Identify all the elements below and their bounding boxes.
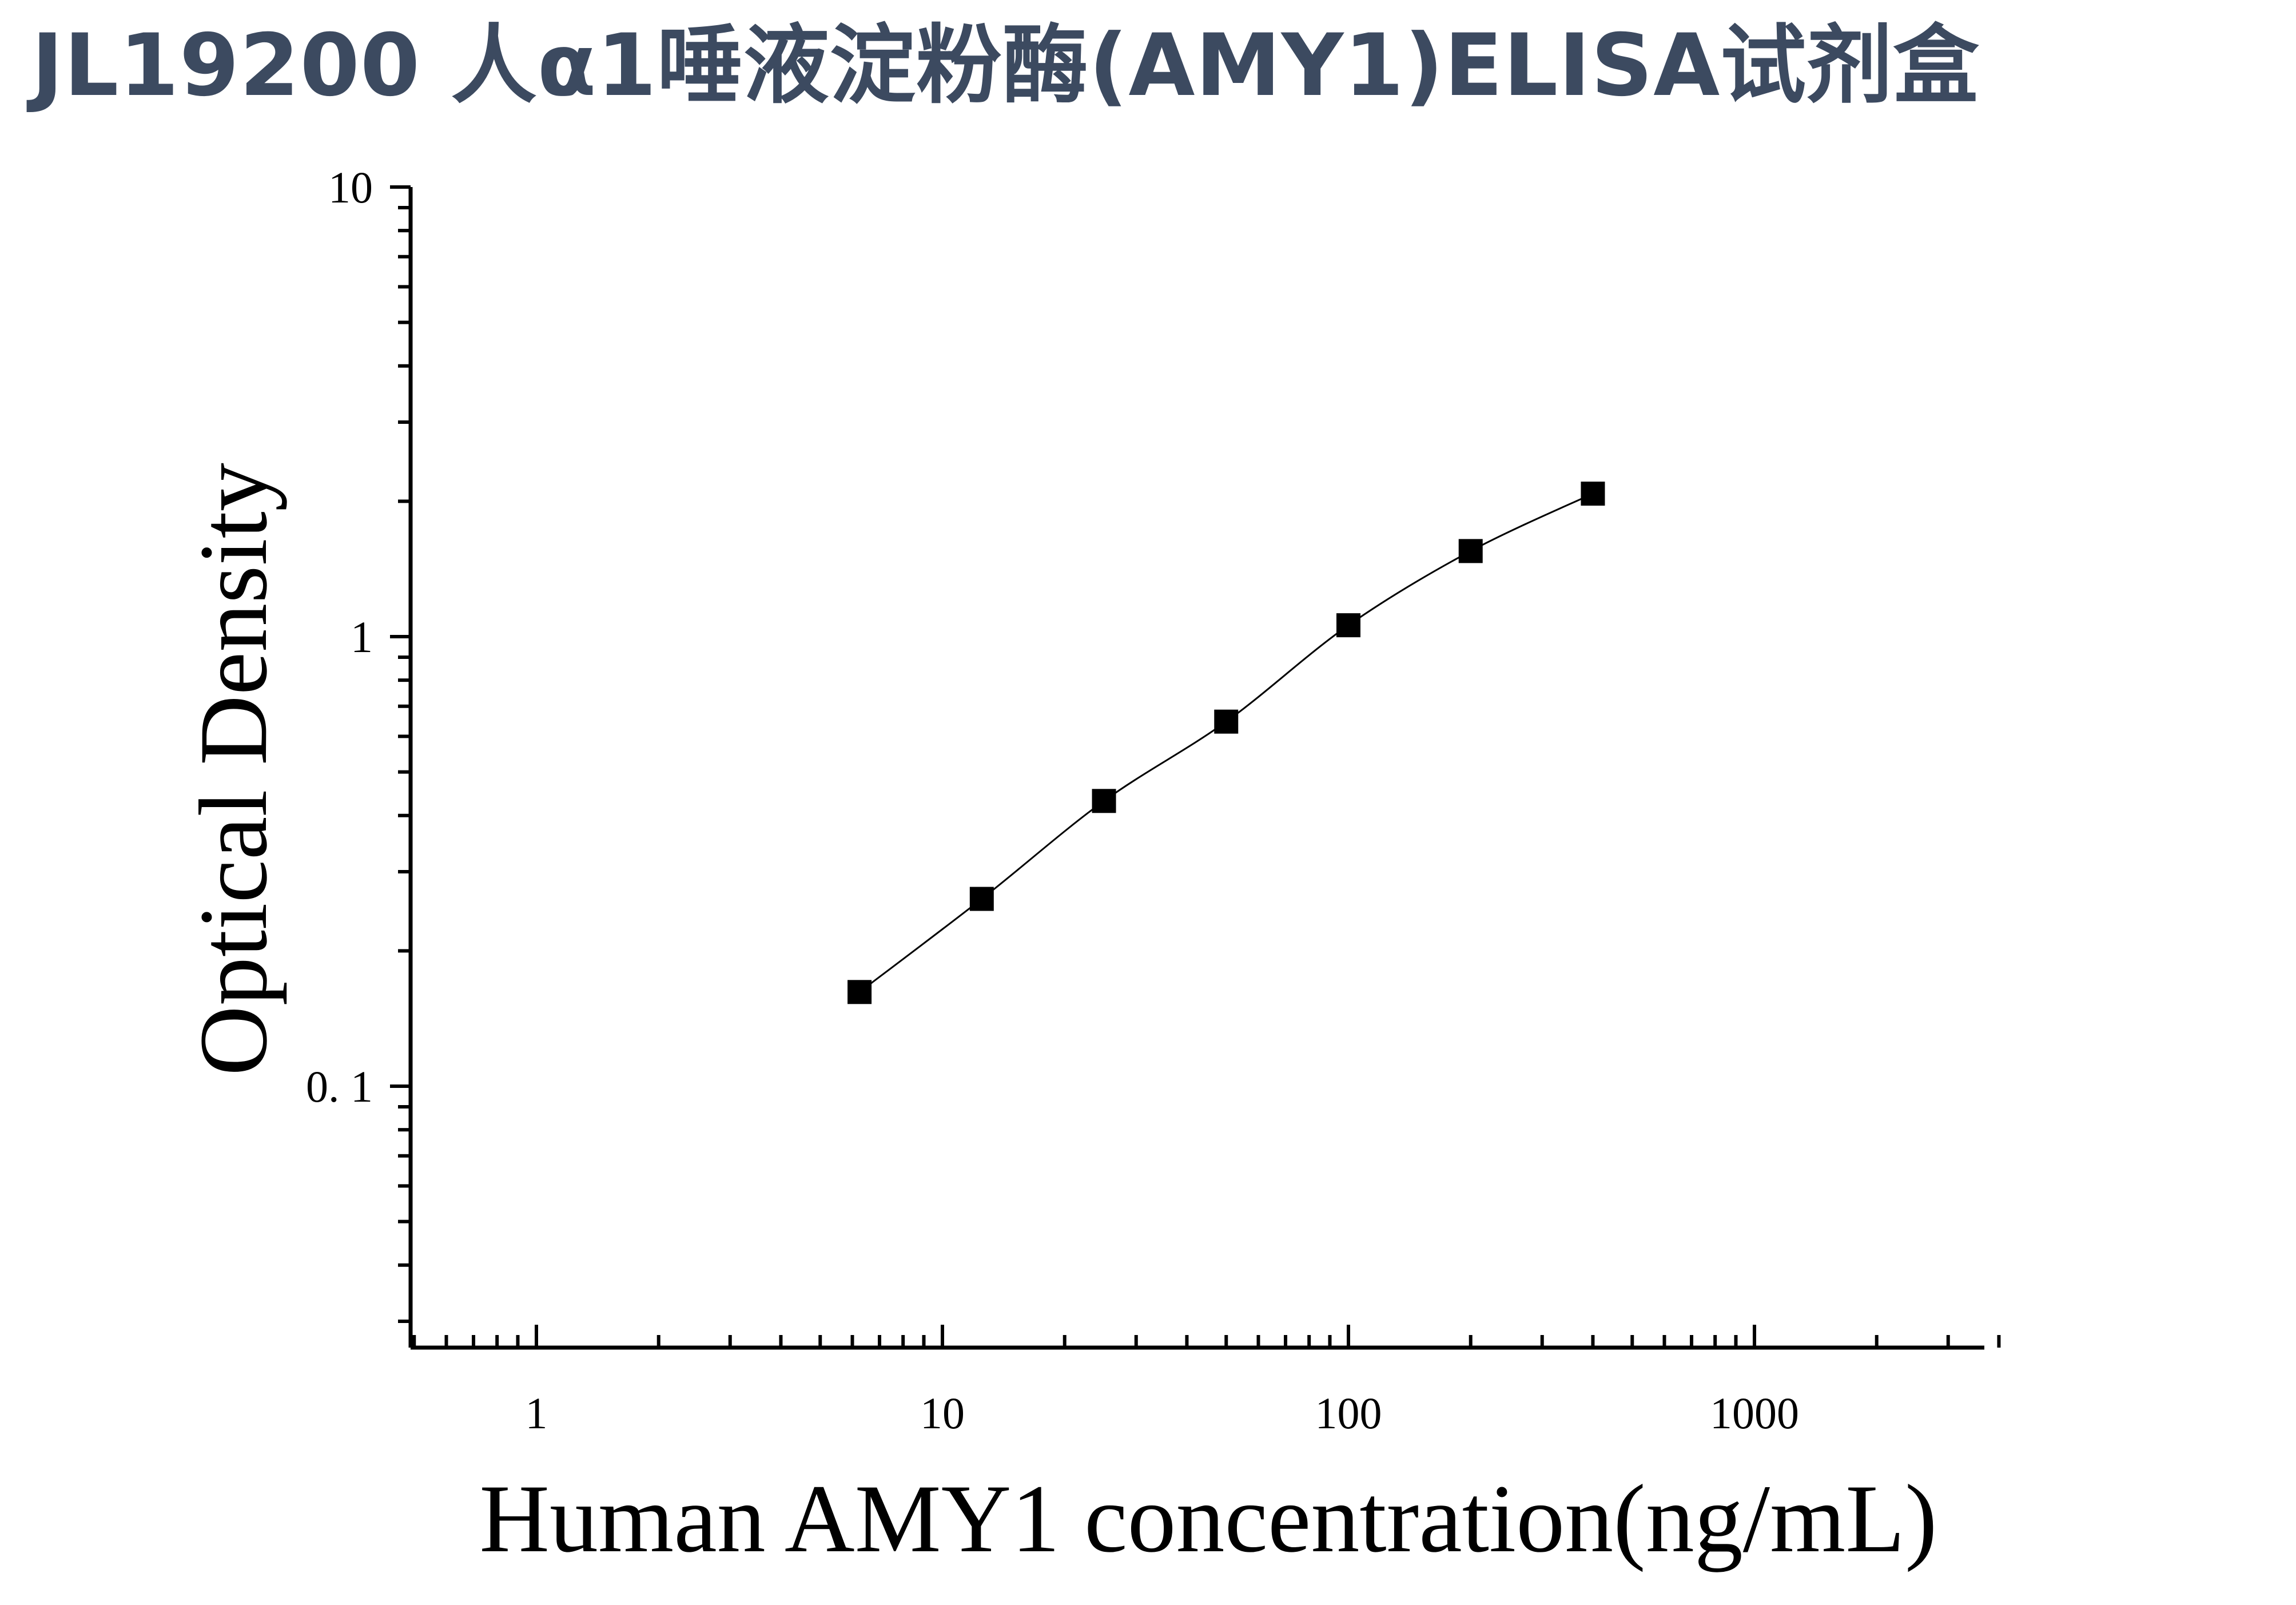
y-axis-title: Optical Density (180, 463, 287, 1076)
x-axis-title: Human AMY1 concentration(ng/mL) (479, 1465, 1937, 1572)
fit-curve-group (859, 492, 1594, 993)
x-tick-label: 10 (920, 1388, 965, 1438)
x-tick-label: 1 (526, 1388, 548, 1438)
data-point (969, 887, 994, 911)
data-point (1581, 482, 1605, 506)
y-tick-label: 1 (351, 612, 373, 662)
page-title: JL19200 人α1唾液淀粉酶(AMY1)ELISA试剂盒 (31, 16, 1980, 116)
x-tick-label: 1000 (1710, 1388, 1799, 1438)
data-point (1336, 613, 1360, 638)
data-points (847, 482, 1605, 1004)
y-tick-label: 10 (328, 162, 373, 212)
data-point (1458, 539, 1483, 563)
data-point (1214, 709, 1239, 734)
x-tick-label: 100 (1315, 1388, 1382, 1438)
axes: 1 10 100 1000 0. 1 1 10 (306, 162, 2001, 1438)
data-point (1092, 789, 1116, 813)
y-tick-label: 0. 1 (306, 1062, 373, 1111)
fit-curve (859, 492, 1594, 993)
data-point (847, 980, 872, 1004)
